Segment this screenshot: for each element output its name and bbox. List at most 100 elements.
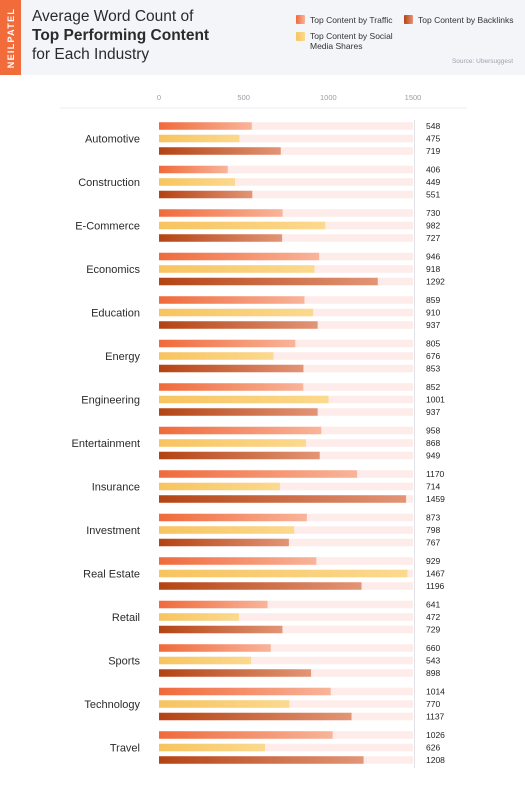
bar-traffic: [159, 600, 268, 609]
value-label-traffic: 805: [426, 339, 440, 349]
value-label-social: 1467: [426, 569, 445, 579]
bar-track: [159, 656, 413, 665]
header: NEILPATEL Average Word Count of Top Perf…: [0, 0, 525, 75]
bar-social: [159, 221, 326, 230]
category-label: Technology: [84, 699, 140, 711]
category-label: Insurance: [92, 482, 140, 494]
category-group-retail: Retail 641 472 729: [112, 600, 441, 635]
value-label-social: 798: [426, 525, 440, 535]
bar-social: [159, 613, 239, 621]
bar-traffic: [159, 426, 322, 435]
category-label: Automotive: [85, 134, 140, 146]
bar-traffic: [159, 644, 271, 652]
bar-social: [159, 395, 329, 404]
brand-logo: NEILPATEL: [0, 0, 21, 75]
value-label-social: 626: [426, 743, 440, 753]
bar-track: [159, 178, 413, 186]
bar-backlinks: [159, 756, 364, 764]
x-tick-label: 500: [237, 93, 250, 102]
title-line-1: Average Word Count of: [32, 8, 194, 25]
value-label-traffic: 1014: [426, 687, 445, 697]
bar-backlinks: [159, 321, 318, 329]
category-label: Travel: [110, 743, 140, 755]
value-label-traffic: 641: [426, 600, 440, 610]
value-label-social: 676: [426, 351, 440, 361]
category-label: Construction: [78, 177, 140, 189]
bar-social: [159, 439, 306, 447]
category-group-travel: Travel 1026 626 1208: [110, 730, 445, 765]
legend-swatch-social: [296, 32, 305, 41]
value-label-traffic: 946: [426, 252, 440, 262]
category-group-energy: Energy 805 676 853: [105, 339, 440, 374]
bar-backlinks: [159, 625, 283, 634]
value-label-traffic: 958: [426, 426, 440, 436]
category-group-education: Education 859 910 937: [91, 295, 440, 330]
value-label-backlinks: 1292: [426, 277, 445, 287]
value-label-backlinks: 1137: [426, 712, 445, 722]
bar-track: [159, 147, 413, 155]
bar-track: [159, 134, 413, 143]
category-group-automotive: Automotive 548 475 719: [85, 121, 440, 156]
value-label-traffic: 660: [426, 643, 440, 653]
value-label-social: 449: [426, 177, 440, 187]
category-label: Entertainment: [72, 438, 140, 450]
value-label-backlinks: 767: [426, 538, 440, 548]
bar-track: [159, 613, 413, 621]
legend-label-backlinks: Top Content by Backlinks: [418, 14, 514, 25]
bar-traffic: [159, 513, 307, 522]
bar-track: [159, 644, 413, 652]
category-group-real-estate: Real Estate 929 1467 1196: [83, 556, 445, 591]
category-label: Engineering: [81, 395, 140, 407]
category-group-insurance: Insurance 1170 714 1459: [92, 469, 445, 504]
category-group-sports: Sports 660 543 898: [108, 643, 440, 678]
bar-traffic: [159, 209, 283, 217]
bar-traffic: [159, 165, 228, 174]
value-label-backlinks: 853: [426, 364, 440, 374]
category-label: Education: [91, 308, 140, 320]
legend-label-social: Top Content by Social Media Shares: [310, 31, 393, 51]
bar-backlinks: [159, 147, 281, 155]
bar-backlinks: [159, 712, 352, 721]
category-label: Economics: [86, 264, 140, 276]
bar-traffic: [159, 122, 252, 130]
value-label-traffic: 548: [426, 121, 440, 131]
bar-backlinks: [159, 190, 253, 199]
bar-social: [159, 482, 280, 491]
bar-track: [159, 234, 413, 242]
bar-track: [159, 352, 413, 360]
x-tick-label: 1000: [320, 93, 337, 102]
bar-traffic: [159, 470, 358, 478]
category-group-construction: Construction 406 449 551: [78, 165, 440, 200]
bar-traffic: [159, 383, 304, 391]
bar-traffic: [159, 731, 333, 739]
value-label-social: 475: [426, 134, 440, 144]
x-tick-label: 1500: [405, 93, 422, 102]
value-label-backlinks: 551: [426, 190, 440, 200]
legend-swatch-traffic: [296, 15, 305, 25]
bar-social: [159, 265, 315, 273]
value-label-backlinks: 1196: [426, 581, 445, 591]
category-group-investment: Investment 873 798 767: [86, 513, 440, 548]
value-label-social: 770: [426, 699, 440, 709]
value-label-backlinks: 727: [426, 233, 440, 243]
category-group-technology: Technology 1014 770 1137: [84, 687, 445, 722]
category-label: E-Commerce: [75, 221, 140, 233]
x-tick-label: 0: [157, 93, 161, 102]
title-line-2: Top Performing Content: [32, 27, 210, 44]
bar-backlinks: [159, 538, 289, 547]
bar-traffic: [159, 252, 320, 261]
bar-social: [159, 308, 314, 317]
category-label: Retail: [112, 612, 140, 624]
category-label: Sports: [108, 656, 140, 668]
value-label-traffic: 1026: [426, 730, 445, 740]
value-label-social: 714: [426, 482, 440, 492]
category-group-entertainment: Entertainment 958 868 949: [72, 426, 441, 461]
bar-traffic: [159, 339, 296, 348]
bar-track: [159, 743, 413, 752]
bar-social: [159, 526, 295, 534]
bar-social: [159, 569, 408, 578]
category-label: Energy: [105, 351, 140, 363]
value-label-traffic: 873: [426, 513, 440, 523]
bar-track: [159, 600, 413, 609]
value-label-backlinks: 898: [426, 668, 440, 678]
